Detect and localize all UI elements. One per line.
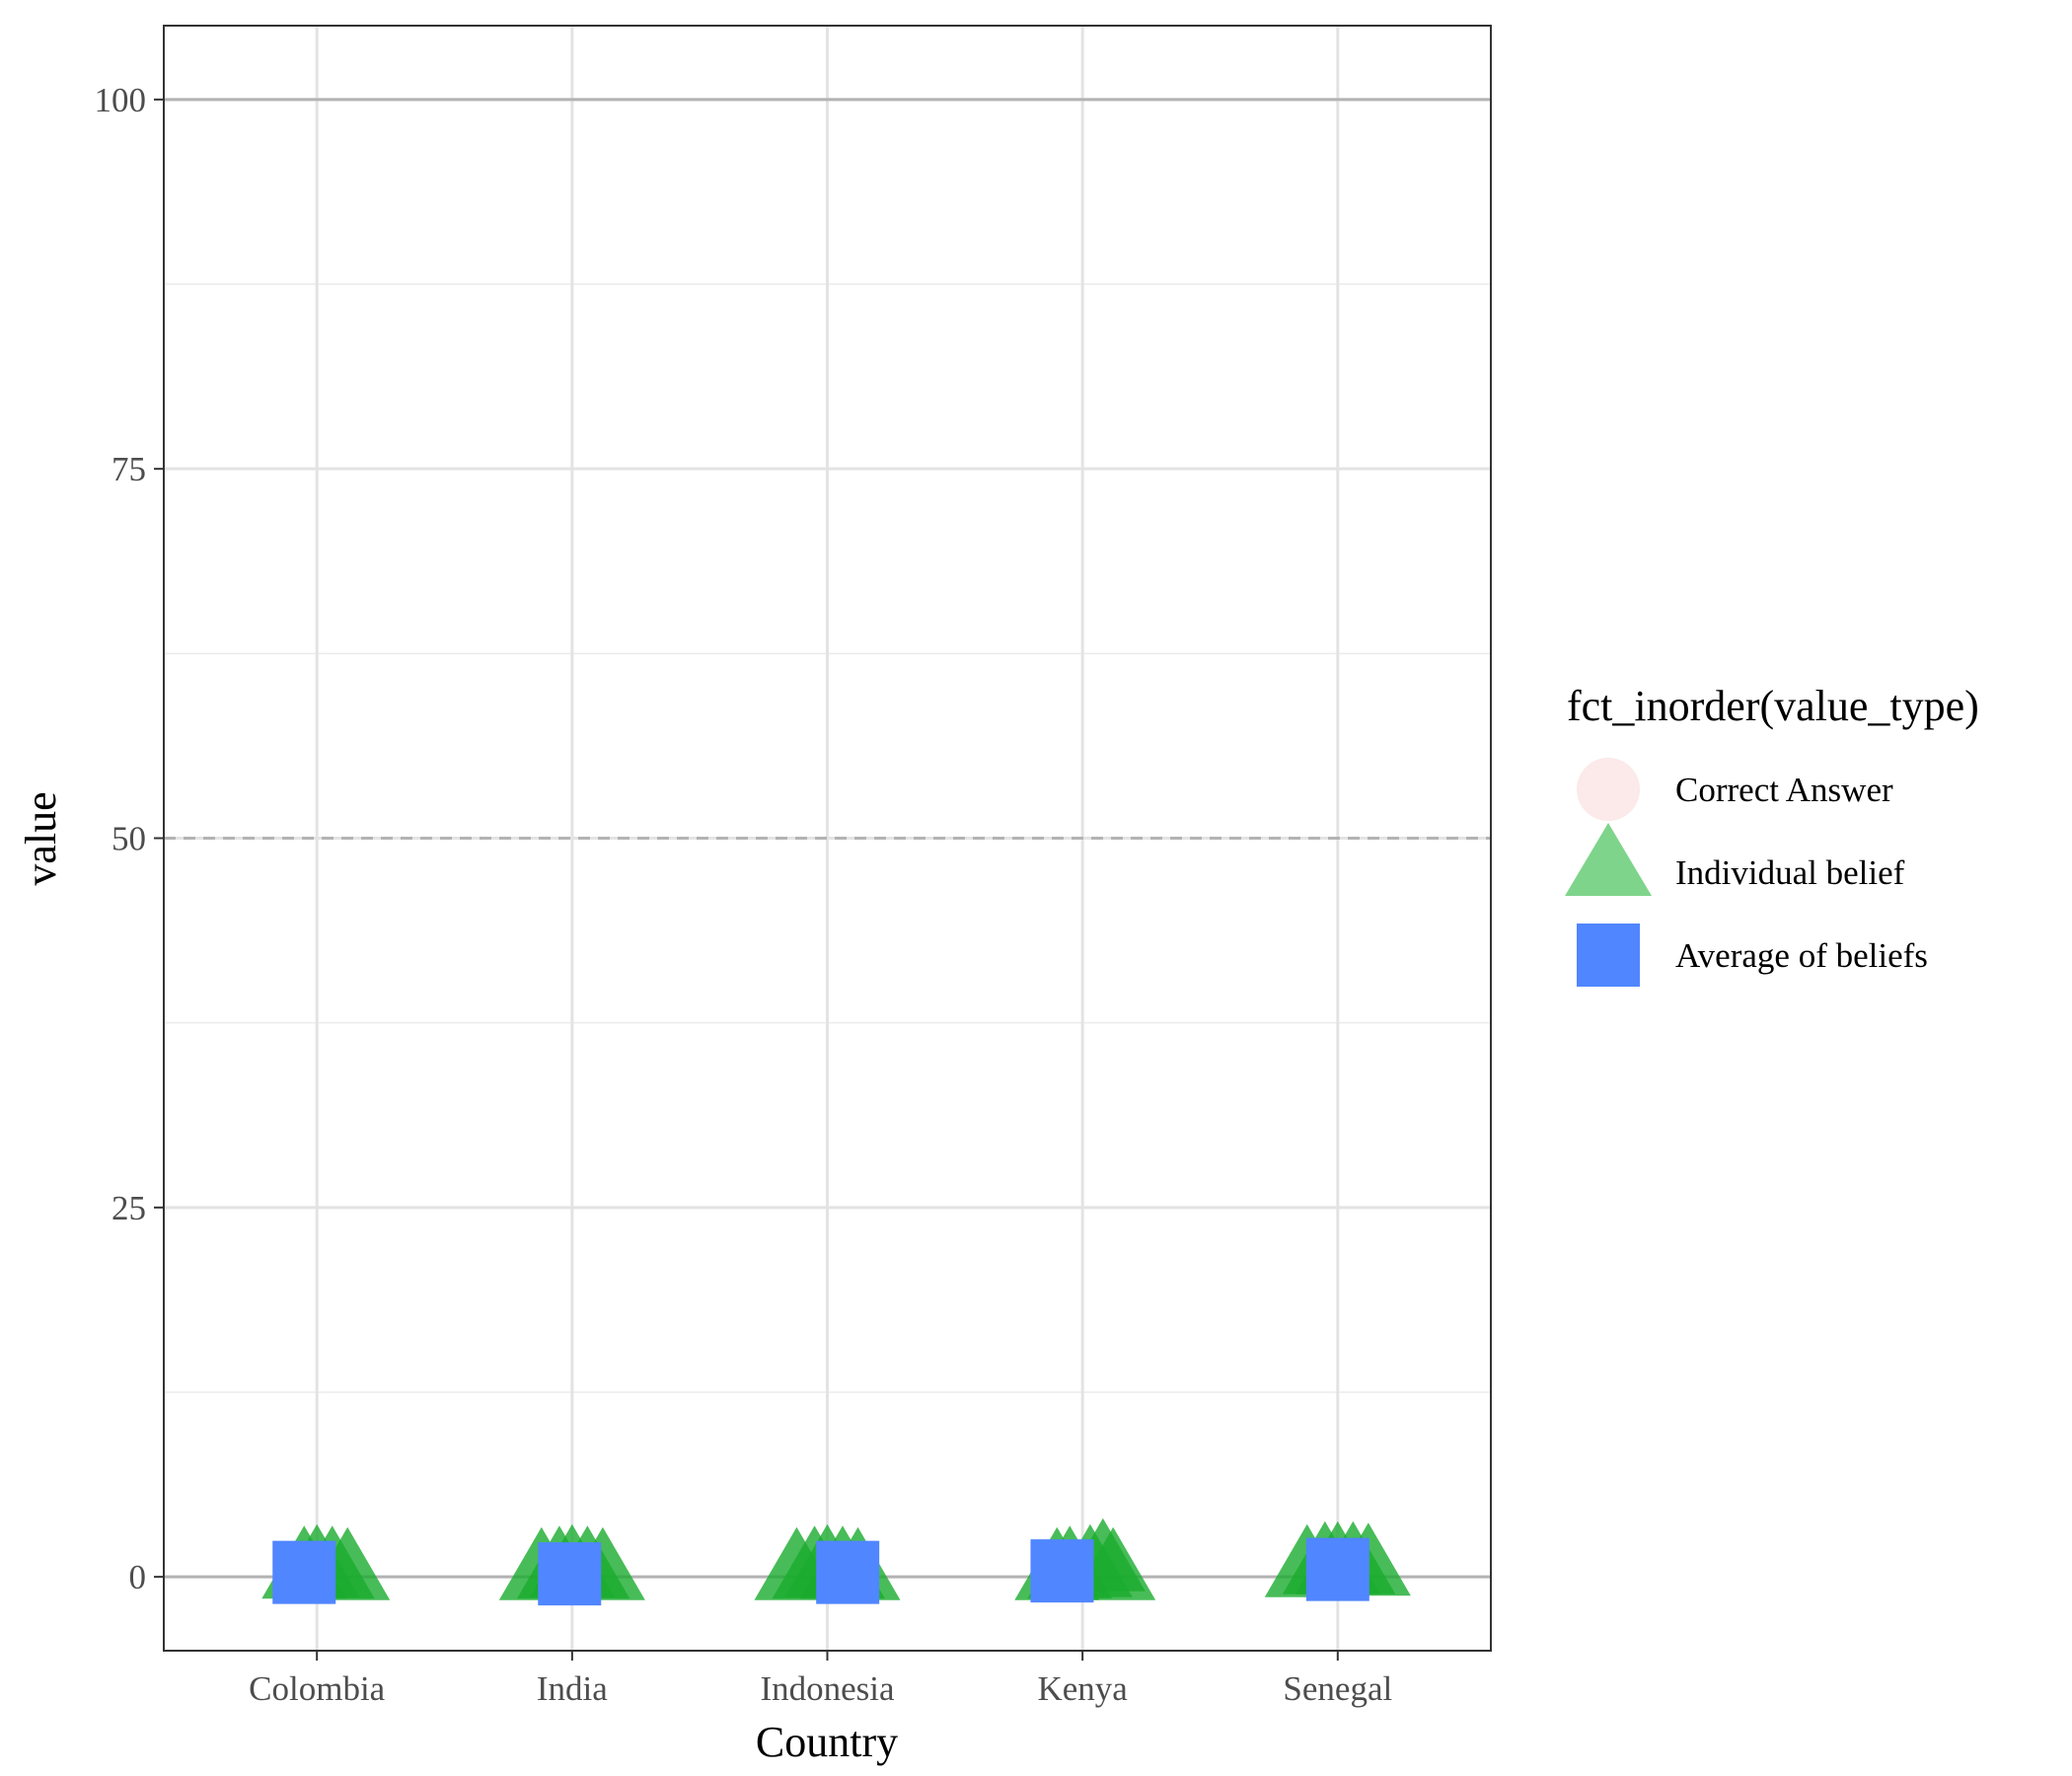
legend-label-correct-answer: Correct Answer [1675,771,1893,809]
data-points [261,1517,1411,1606]
y-axis: 0 25 50 75 100 [95,81,164,1596]
average-belief-point-senegal [1305,1537,1369,1601]
y-axis-title: value [17,791,65,885]
y-tick-label: 50 [111,820,146,858]
x-axis: Colombia India Indonesia Kenya Senegal [249,1651,1392,1708]
legend: fct_inorder(value_type) Correct Answer In… [1565,682,1979,987]
x-tick-label-kenya: Kenya [1037,1669,1128,1708]
legend-key-average-of-beliefs [1577,924,1640,987]
y-tick-label: 75 [111,450,146,488]
y-tick-label: 25 [111,1189,146,1227]
legend-key-individual-belief [1565,823,1652,896]
x-tick-label-senegal: Senegal [1283,1669,1392,1708]
average-belief-point-colombia [272,1540,336,1604]
x-tick-label-indonesia: Indonesia [760,1669,895,1708]
legend-key-correct-answer [1577,758,1640,821]
legend-label-individual-belief: Individual belief [1675,853,1905,892]
x-tick-label-colombia: Colombia [249,1669,386,1708]
x-axis-title: Country [756,1718,898,1766]
average-belief-point-indonesia [816,1540,880,1604]
average-belief-point-kenya [1030,1539,1094,1603]
average-belief-point-india [538,1542,602,1606]
legend-label-average-of-beliefs: Average of beliefs [1675,936,1928,975]
y-tick-label: 0 [129,1558,147,1596]
y-tick-label: 100 [95,81,147,119]
x-tick-label-india: India [537,1669,608,1708]
legend-title: fct_inorder(value_type) [1567,682,1979,730]
